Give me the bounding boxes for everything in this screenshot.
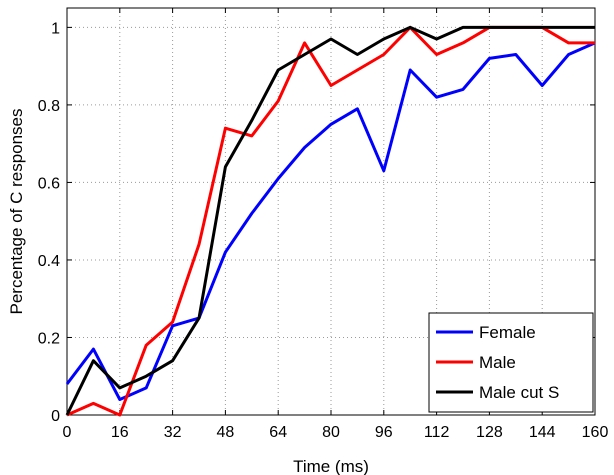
y-tick-label: 1	[51, 20, 60, 37]
y-tick-label: 0.6	[38, 175, 60, 192]
x-tick-label: 0	[63, 424, 72, 441]
y-axis-label: Percentage of C responses	[7, 108, 26, 314]
x-tick-label: 144	[529, 424, 556, 441]
x-tick-label: 128	[476, 424, 503, 441]
series-lines	[65, 25, 596, 417]
series-line-male-cut-s	[65, 25, 595, 416]
legend-label-female: Female	[479, 323, 536, 342]
y-tick-label: 0.8	[38, 98, 60, 115]
y-tick-label: 0	[51, 408, 60, 425]
x-tick-label: 32	[164, 424, 182, 441]
x-tick-labels: 0 16 32 48 64 80 96 112 128 144 160	[63, 424, 609, 441]
x-axis-label: Time (ms)	[293, 457, 369, 475]
legend-label-male-cut-s: Male cut S	[479, 383, 559, 402]
y-tick-labels: 0 0.2 0.4 0.6 0.8 1	[38, 20, 60, 425]
x-tick-label: 80	[322, 424, 340, 441]
x-tick-label: 16	[111, 424, 129, 441]
series-line-female	[65, 41, 596, 401]
x-tick-label: 64	[269, 424, 287, 441]
x-tick-label: 96	[375, 424, 393, 441]
legend: Female Male Male cut S	[428, 312, 594, 413]
y-tick-label: 0.2	[38, 330, 60, 347]
legend-label-male: Male	[479, 353, 516, 372]
x-tick-label: 112	[424, 424, 450, 441]
y-tick-label: 0.4	[38, 253, 60, 270]
x-tick-label: 160	[582, 424, 609, 441]
x-tick-label: 48	[217, 424, 235, 441]
